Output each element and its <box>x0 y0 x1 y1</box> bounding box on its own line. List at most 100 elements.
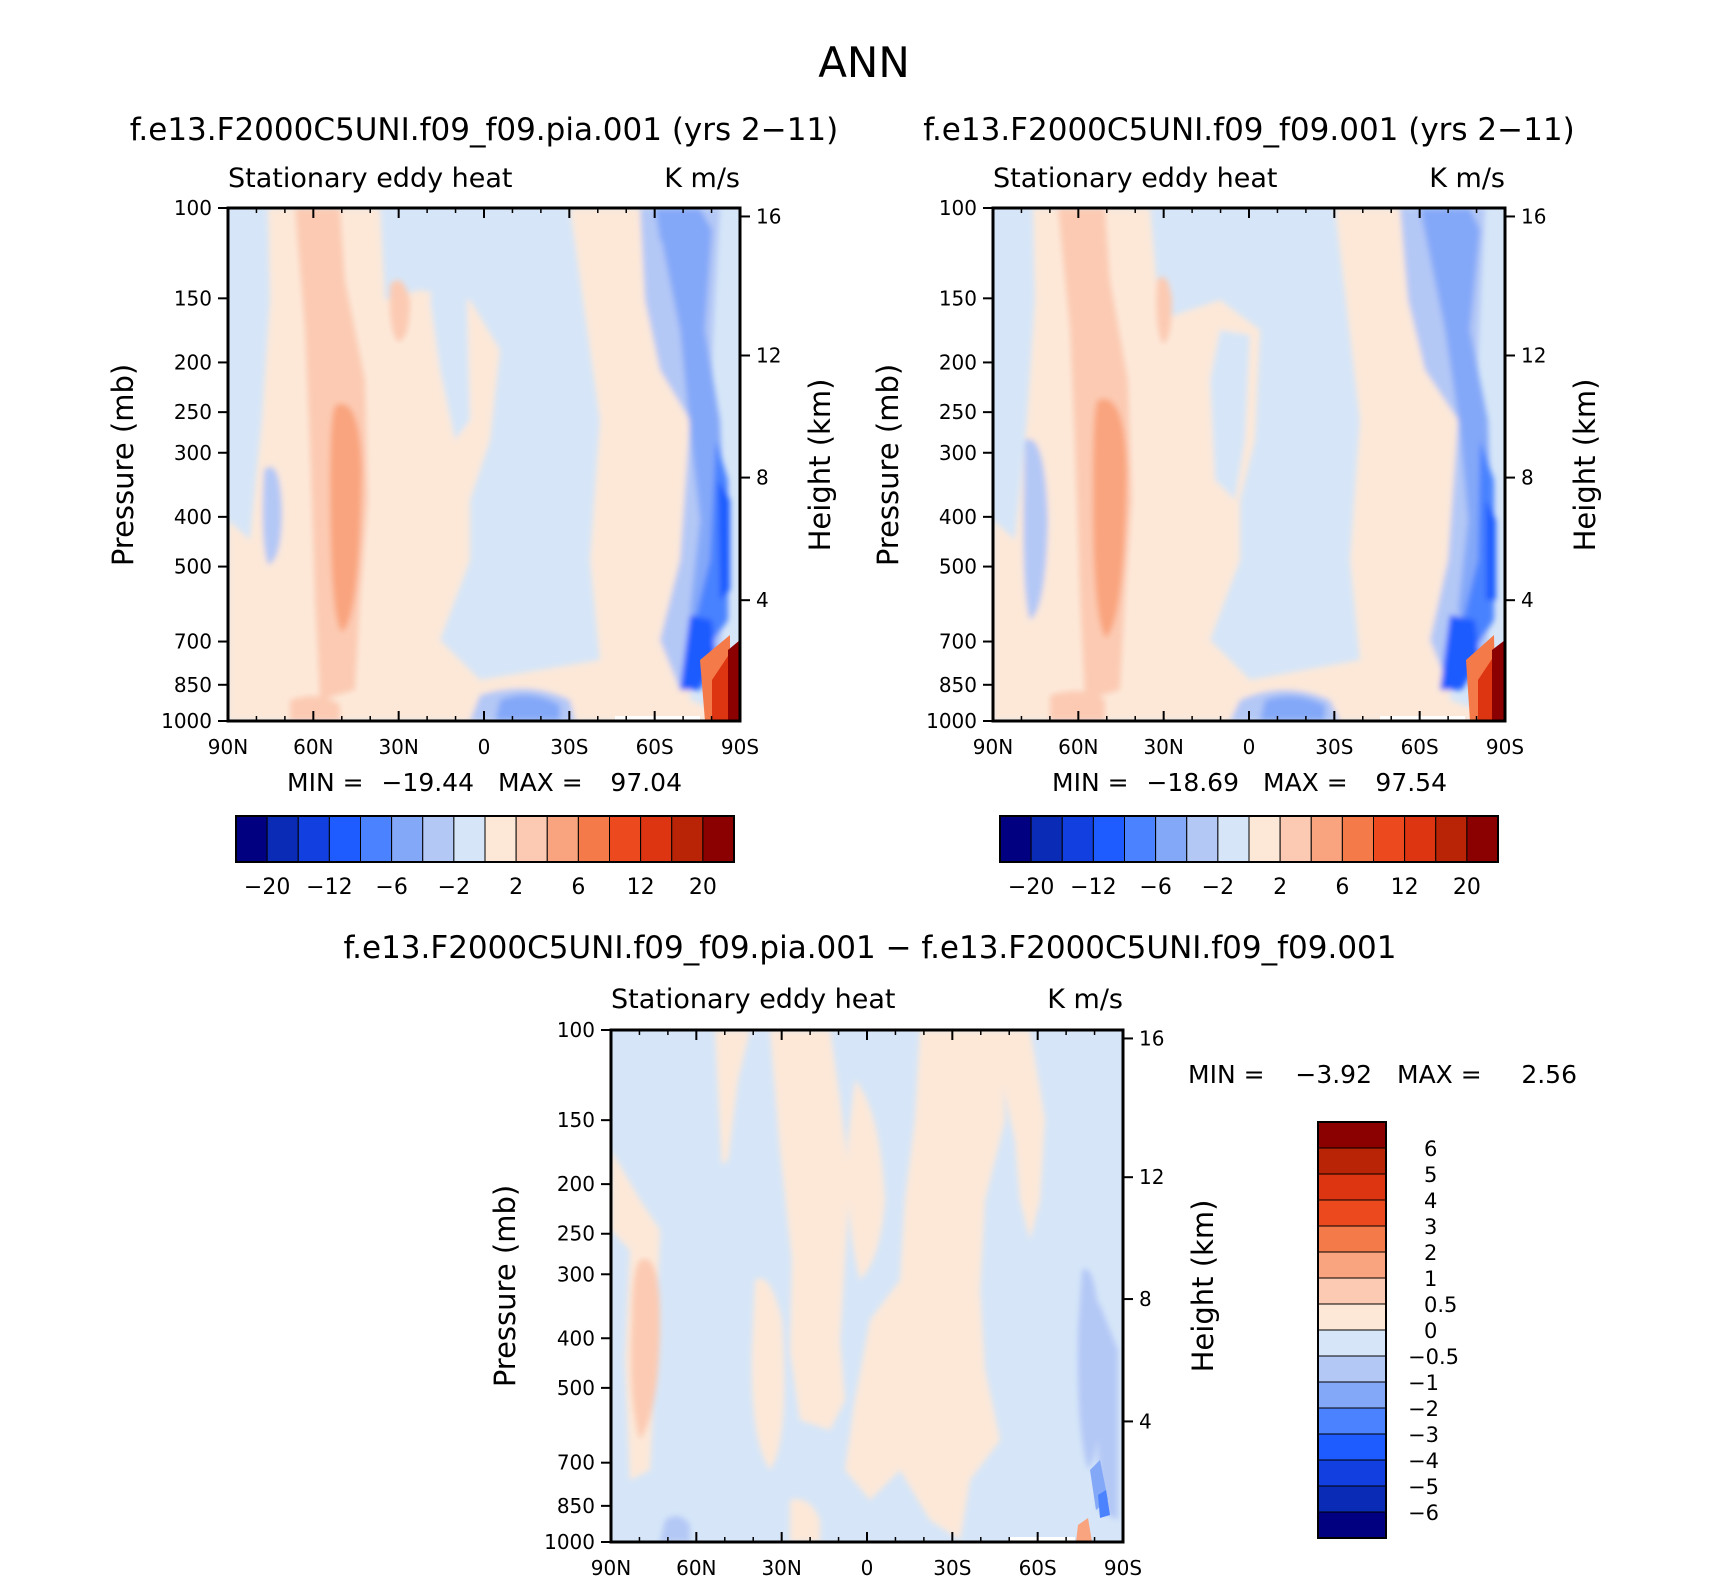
colorbar-swatch <box>391 815 424 863</box>
contour-field <box>611 1030 1123 1542</box>
colorbar-swatch <box>1435 815 1468 863</box>
colorbar-swatch <box>577 815 610 863</box>
colorbar-swatch <box>1317 1147 1387 1175</box>
colorbar-swatch <box>422 815 455 863</box>
y-tick-label: 300 <box>174 441 212 465</box>
x-tick-label: 0 <box>1243 735 1256 759</box>
y-tick-label: 100 <box>174 196 212 220</box>
colorbar-label: 20 <box>1453 875 1481 900</box>
colorbar-label: −6 <box>1139 875 1171 900</box>
colorbar-label: −12 <box>306 875 352 900</box>
x-tick-label: 60N <box>1058 735 1098 759</box>
colorbar-swatch <box>1317 1303 1387 1331</box>
y-tick-label: 300 <box>557 1262 595 1286</box>
x-axis: 90N 60N 30N 0 30S 60S 90S <box>208 208 759 759</box>
y2-axis-label: Height (km) <box>1568 379 1602 552</box>
y2-tick-label: 4 <box>1521 588 1534 612</box>
colorbar-swatch <box>609 815 642 863</box>
colorbar-swatch <box>1310 815 1343 863</box>
colorbar-swatch <box>1317 1511 1387 1539</box>
y-tick-label: 850 <box>939 673 977 697</box>
x-tick-label: 30N <box>1143 735 1183 759</box>
y2-tick-label: 16 <box>756 204 781 228</box>
colorbar-swatch <box>1317 1433 1387 1461</box>
max-label: MAX = <box>498 768 583 797</box>
colorbar-label: −0.5 <box>1408 1345 1459 1369</box>
x-tick-label: 90S <box>1104 1556 1142 1576</box>
panel-title: f.e13.F2000C5UNI.f09_f09.pia.001 (yrs 2−… <box>130 112 839 148</box>
y2-tick-label: 4 <box>1139 1409 1152 1433</box>
y-tick-label: 700 <box>557 1451 595 1475</box>
y2-tick-label: 16 <box>1521 204 1546 228</box>
y-tick-label: 200 <box>174 350 212 374</box>
y-tick-label: 250 <box>939 400 977 424</box>
y-axis-label: Pressure (mb) <box>106 364 140 566</box>
y-tick-label: 150 <box>557 1108 595 1132</box>
colorbar-swatch <box>1317 1407 1387 1435</box>
right-subtitle: K m/s <box>1429 163 1505 194</box>
x-tick-label: 0 <box>478 735 491 759</box>
y2-axis-label: Height (km) <box>803 379 837 552</box>
y-tick-label: 200 <box>557 1172 595 1196</box>
y-tick-label: 300 <box>939 441 977 465</box>
min-value: −3.92 <box>1295 1060 1372 1089</box>
y-tick-label: 1000 <box>161 709 212 733</box>
y-tick-label: 150 <box>174 286 212 310</box>
x-axis: 90N 60N 30N 0 30S 60S 90S <box>973 208 1524 759</box>
x-tick-label: 30S <box>550 735 588 759</box>
panel-title: f.e13.F2000C5UNI.f09_f09.001 (yrs 2−11) <box>923 112 1574 148</box>
colorbar-swatch <box>702 815 735 863</box>
contour-field <box>993 208 1505 721</box>
colorbar-swatch <box>328 815 361 863</box>
colorbar-swatch <box>1317 1225 1387 1253</box>
colorbar-swatch <box>1373 815 1406 863</box>
colorbar-swatch <box>640 815 673 863</box>
y-tick-label: 850 <box>557 1494 595 1518</box>
y2-tick-label: 12 <box>1139 1165 1164 1189</box>
colorbar-frame <box>235 815 735 863</box>
colorbar-swatch <box>297 815 330 863</box>
colorbar-swatch <box>484 815 517 863</box>
max-label: MAX = <box>1263 768 1348 797</box>
y-tick-label: 500 <box>939 555 977 579</box>
colorbar-label: 0.5 <box>1424 1293 1457 1317</box>
min-value: −19.44 <box>381 768 474 797</box>
y2-tick-label: 12 <box>756 343 781 367</box>
x-tick-label: 60S <box>636 735 674 759</box>
y-tick-label: 250 <box>557 1222 595 1246</box>
panel-pia: f.e13.F2000C5UNI.f09_f09.pia.001 (yrs 2−… <box>106 112 838 900</box>
max-value: 97.04 <box>610 768 682 797</box>
colorbar-label: −4 <box>1408 1449 1439 1473</box>
x-tick-label: 90N <box>591 1556 631 1576</box>
colorbar-swatch <box>1124 815 1157 863</box>
y-tick-label: 850 <box>174 673 212 697</box>
y-tick-label: 100 <box>939 196 977 220</box>
colorbar-frame <box>1317 1121 1387 1539</box>
y2-tick-label: 8 <box>756 466 769 490</box>
colorbar-swatch <box>1279 815 1312 863</box>
y2-tick-label: 16 <box>1139 1026 1164 1050</box>
right-subtitle: K m/s <box>1047 984 1123 1015</box>
colorbar-label: −12 <box>1070 875 1116 900</box>
y-tick-label: 200 <box>939 350 977 374</box>
y-axis-label: Pressure (mb) <box>488 1185 522 1387</box>
colorbar-swatch <box>515 815 548 863</box>
panel-control: f.e13.F2000C5UNI.f09_f09.001 (yrs 2−11) … <box>871 112 1602 900</box>
colorbar-swatch <box>671 815 704 863</box>
colorbar-swatch <box>1317 1381 1387 1409</box>
y-axis: 100 150 200 250 300 400 500 700 850 1000 16 12 8 4 <box>926 196 1546 733</box>
colorbar-swatch <box>1317 1251 1387 1279</box>
colorbar-swatch <box>1317 1277 1387 1305</box>
colorbar-swatch <box>1030 815 1063 863</box>
colorbar-label: −20 <box>244 875 290 900</box>
max-label: MAX = <box>1397 1060 1482 1089</box>
colorbar-swatch <box>1061 815 1094 863</box>
colorbar-swatch <box>360 815 393 863</box>
y2-tick-label: 8 <box>1139 1287 1152 1311</box>
colorbar: −20 −12 −6 −2 2 6 12 20 <box>235 815 735 900</box>
right-subtitle: K m/s <box>664 163 740 194</box>
colorbar-swatch <box>1317 1459 1387 1487</box>
y-tick-label: 150 <box>939 286 977 310</box>
